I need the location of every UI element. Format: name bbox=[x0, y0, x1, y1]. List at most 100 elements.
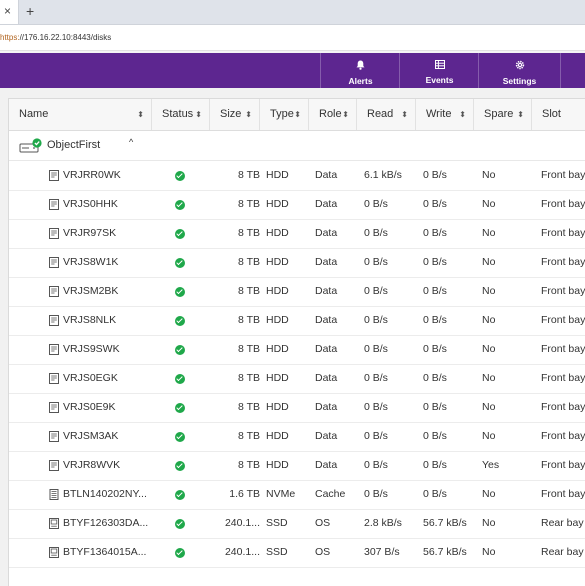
cell-slot: Front bay bbox=[541, 401, 585, 413]
column-header-write[interactable]: Write ⬍ bbox=[416, 99, 474, 130]
cell-read: 0 B/s bbox=[364, 459, 388, 471]
cell-role: Data bbox=[315, 285, 338, 297]
cell-role: Data bbox=[315, 256, 338, 268]
server-icon bbox=[19, 138, 42, 154]
group-row[interactable]: ObjectFirst ^ bbox=[9, 131, 585, 161]
cell-size: 8 TB bbox=[238, 372, 260, 384]
url-text[interactable]: https://176.16.22.10:8443/disks bbox=[0, 33, 111, 42]
column-header-read[interactable]: Read ⬍ bbox=[357, 99, 416, 130]
table-row[interactable]: VRJRR0WK 8 TB HDD Data 6.1 kB/s 0 B/s No Front … bbox=[9, 161, 585, 191]
cell-slot: Front bay bbox=[541, 459, 585, 471]
sort-icon[interactable]: ⬍ bbox=[459, 110, 466, 119]
cell-name[interactable]: VRJS0E9K bbox=[63, 401, 116, 413]
cell-name[interactable]: VRJSM3AK bbox=[63, 430, 119, 442]
column-header-slot[interactable]: Slot bbox=[532, 99, 585, 130]
nav-alerts[interactable]: Alerts bbox=[320, 53, 400, 88]
cell-type: HDD bbox=[266, 459, 289, 471]
sort-icon[interactable]: ⬍ bbox=[245, 110, 252, 119]
column-header-name[interactable]: Name ⬍ bbox=[9, 99, 152, 130]
hdd-disk-icon bbox=[49, 315, 59, 329]
gear-icon bbox=[479, 60, 560, 73]
cell-size: 240.1... bbox=[224, 546, 260, 558]
table-row[interactable]: BTYF1364015A... 240.1... SSD OS 307 B/s 56.7 … bbox=[9, 538, 585, 568]
cell-write: 0 B/s bbox=[423, 459, 447, 471]
sort-icon[interactable]: ⬍ bbox=[137, 110, 144, 119]
browser-tab[interactable]: × bbox=[0, 0, 19, 24]
cell-name[interactable]: VRJS0HHK bbox=[63, 198, 118, 210]
cell-name[interactable]: VRJS9SWK bbox=[63, 343, 120, 355]
close-tab-icon[interactable]: × bbox=[4, 4, 12, 18]
cell-name[interactable]: VRJR8WVK bbox=[63, 459, 121, 471]
cell-type: HDD bbox=[266, 285, 289, 297]
cell-name[interactable]: VRJR97SK bbox=[63, 227, 117, 239]
column-label: Name bbox=[19, 108, 49, 120]
bell-icon bbox=[321, 60, 400, 73]
table-row[interactable]: VRJSM2BK 8 TB HDD Data 0 B/s 0 B/s No Front bay bbox=[9, 277, 585, 307]
cell-size: 8 TB bbox=[238, 459, 260, 471]
table-row[interactable]: BTYF126303DA... 240.1... SSD OS 2.8 kB/s 56.7… bbox=[9, 509, 585, 539]
cell-spare: No bbox=[482, 256, 496, 268]
cell-name[interactable]: VRJS8NLK bbox=[63, 314, 117, 326]
cell-type: HDD bbox=[266, 314, 289, 326]
cell-read: 0 B/s bbox=[364, 227, 388, 239]
address-bar[interactable]: https://176.16.22.10:8443/disks bbox=[0, 25, 585, 51]
main-content: Name ⬍ Status ⬍ Size ⬍ Type ⬍ Role ⬍ Read ⬍ Write ⬍ Sp… bbox=[0, 88, 585, 586]
table-row[interactable]: VRJS8NLK 8 TB HDD Data 0 B/s 0 B/s No Front bay bbox=[9, 306, 585, 336]
status-ok-icon bbox=[175, 258, 185, 268]
column-header-type[interactable]: Type ⬍ bbox=[260, 99, 309, 130]
cell-slot: Front bay bbox=[541, 314, 585, 326]
table-row[interactable]: VRJS0E9K 8 TB HDD Data 0 B/s 0 B/s No Front bay bbox=[9, 393, 585, 423]
hdd-disk-icon bbox=[49, 286, 59, 300]
table-row[interactable]: VRJS0EGK 8 TB HDD Data 0 B/s 0 B/s No Front bay bbox=[9, 364, 585, 394]
cell-spare: No bbox=[482, 488, 496, 500]
cell-size: 240.1... bbox=[224, 517, 260, 529]
column-header-status[interactable]: Status ⬍ bbox=[152, 99, 210, 130]
sort-icon[interactable]: ⬍ bbox=[195, 110, 202, 119]
sort-icon[interactable]: ⬍ bbox=[401, 110, 408, 119]
column-header-role[interactable]: Role ⬍ bbox=[309, 99, 357, 130]
cell-name[interactable]: VRJS0EGK bbox=[63, 372, 118, 384]
cell-write: 0 B/s bbox=[423, 227, 447, 239]
hdd-disk-icon bbox=[49, 431, 59, 445]
nav-settings[interactable]: Settings bbox=[478, 53, 561, 88]
cell-size: 8 TB bbox=[238, 169, 260, 181]
cell-name[interactable]: BTYF1364015A... bbox=[63, 546, 147, 558]
cell-read: 2.8 kB/s bbox=[364, 517, 402, 529]
cell-name[interactable]: VRJSM2BK bbox=[63, 285, 119, 297]
cell-spare: No bbox=[482, 546, 496, 558]
cell-name[interactable]: VRJS8W1K bbox=[63, 256, 119, 268]
new-tab-icon[interactable]: + bbox=[26, 3, 35, 19]
cell-spare: No bbox=[482, 401, 496, 413]
collapse-caret-icon[interactable]: ^ bbox=[129, 137, 134, 147]
cell-size: 8 TB bbox=[238, 430, 260, 442]
column-header-spare[interactable]: Spare ⬍ bbox=[474, 99, 532, 130]
nav-events[interactable]: Events bbox=[399, 53, 479, 88]
cell-name[interactable]: BTYF126303DA... bbox=[63, 517, 149, 529]
cell-spare: No bbox=[482, 314, 496, 326]
table-row[interactable]: VRJS8W1K 8 TB HDD Data 0 B/s 0 B/s No Front bay bbox=[9, 248, 585, 278]
status-ok-icon bbox=[175, 345, 185, 355]
toolbar-gap bbox=[0, 51, 585, 53]
cell-role: OS bbox=[315, 546, 331, 558]
column-header-size[interactable]: Size ⬍ bbox=[210, 99, 260, 130]
cell-write: 0 B/s bbox=[423, 488, 447, 500]
column-label: Slot bbox=[542, 108, 561, 120]
table-row[interactable]: VRJS9SWK 8 TB HDD Data 0 B/s 0 B/s No Front bay bbox=[9, 335, 585, 365]
table-row[interactable]: VRJS0HHK 8 TB HDD Data 0 B/s 0 B/s No Front bay bbox=[9, 190, 585, 220]
sort-icon[interactable]: ⬍ bbox=[517, 110, 524, 119]
sort-icon[interactable]: ⬍ bbox=[342, 110, 349, 119]
cell-type: HDD bbox=[266, 256, 289, 268]
cell-size: 8 TB bbox=[238, 227, 260, 239]
cell-read: 307 B/s bbox=[364, 546, 400, 558]
sort-icon[interactable]: ⬍ bbox=[294, 110, 301, 119]
table-row[interactable]: BTLN140202NY... 1.6 TB NVMe Cache 0 B/s 0 B/s… bbox=[9, 480, 585, 510]
table-row[interactable]: VRJR8WVK 8 TB HDD Data 0 B/s 0 B/s Yes Front ba… bbox=[9, 451, 585, 481]
cell-name[interactable]: BTLN140202NY... bbox=[63, 488, 147, 500]
table-row[interactable]: VRJR97SK 8 TB HDD Data 0 B/s 0 B/s No Front bay bbox=[9, 219, 585, 249]
cell-slot: Front bay bbox=[541, 285, 585, 297]
cell-type: NVMe bbox=[266, 488, 296, 500]
cell-name[interactable]: VRJRR0WK bbox=[63, 169, 121, 181]
cell-read: 0 B/s bbox=[364, 430, 388, 442]
cell-role: Data bbox=[315, 227, 338, 239]
table-row[interactable]: VRJSM3AK 8 TB HDD Data 0 B/s 0 B/s No Front bay bbox=[9, 422, 585, 452]
